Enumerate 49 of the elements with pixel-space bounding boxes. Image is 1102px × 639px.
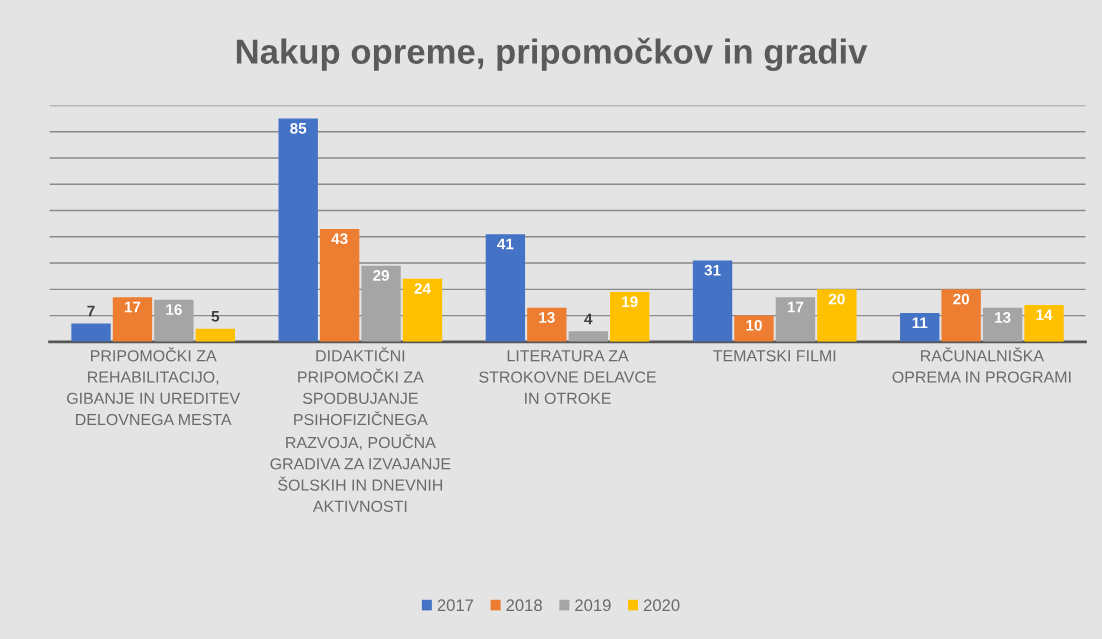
bar bbox=[402, 278, 443, 342]
data-label: 19 bbox=[622, 296, 638, 308]
data-label: 41 bbox=[497, 238, 514, 250]
x-tick-label: TEMATSKI FILMI bbox=[713, 350, 836, 362]
bar bbox=[817, 289, 857, 342]
data-label: 11 bbox=[912, 317, 928, 328]
data-label: 29 bbox=[373, 270, 389, 281]
bar bbox=[112, 297, 153, 342]
legend-label: 2020 bbox=[643, 599, 680, 612]
data-label: 24 bbox=[414, 283, 431, 294]
data-label: 17 bbox=[124, 301, 141, 313]
bar bbox=[1024, 305, 1064, 342]
data-label: 5 bbox=[211, 311, 220, 322]
bar bbox=[278, 118, 318, 342]
data-label: 13 bbox=[539, 312, 555, 323]
x-tick-label: PRIPOMOČKI ZA REHABILITACIJO, GIBANJE IN UREDITEV DELOVNEGA MESTA bbox=[67, 347, 241, 426]
legend-label: 2017 bbox=[437, 599, 474, 612]
data-label: 20 bbox=[953, 293, 970, 305]
x-tick-label: DIDAKTIČNI PRIPOMOČKI ZA SPODBUJANJE PSIHOFIZIČNEGA RAZVOJA, POUČNA GRADIVA ZA IZVAJANJE ŠOLSKIH IN DNEVNIH AKTIVNOSTI bbox=[270, 347, 451, 512]
bar bbox=[319, 228, 360, 342]
bar bbox=[568, 331, 608, 342]
bar bbox=[361, 265, 401, 342]
bar bbox=[610, 291, 650, 342]
data-label: 43 bbox=[331, 233, 348, 245]
bar bbox=[982, 307, 1023, 342]
legend-label: 2019 bbox=[575, 599, 611, 612]
bar bbox=[941, 289, 981, 342]
bar bbox=[195, 328, 236, 342]
bar bbox=[154, 299, 194, 342]
data-label: 20 bbox=[828, 293, 845, 305]
data-label: 17 bbox=[787, 301, 804, 313]
x-tick-label: RAČUNALNIŠKA OPREMA IN PROGRAMI bbox=[892, 347, 1071, 383]
bar bbox=[692, 260, 733, 342]
data-label: 16 bbox=[166, 304, 182, 315]
data-label: 85 bbox=[290, 122, 307, 134]
bar bbox=[71, 323, 111, 342]
data-label: 31 bbox=[704, 264, 721, 276]
x-tick-label: LITERATURA ZA STROKOVNE DELAVCE IN OTROKE bbox=[479, 350, 656, 404]
data-label: 14 bbox=[1036, 309, 1053, 321]
bar bbox=[527, 307, 567, 342]
data-label: 4 bbox=[584, 313, 593, 325]
bar bbox=[900, 312, 940, 342]
bar bbox=[485, 234, 526, 342]
chart-title: Nakup opreme, pripomočkov in gradiv bbox=[236, 37, 868, 71]
data-label: 13 bbox=[995, 312, 1011, 323]
legend-label: 2018 bbox=[506, 599, 542, 612]
data-label: 7 bbox=[87, 305, 95, 317]
bar bbox=[775, 297, 816, 342]
data-label: 10 bbox=[746, 319, 762, 331]
